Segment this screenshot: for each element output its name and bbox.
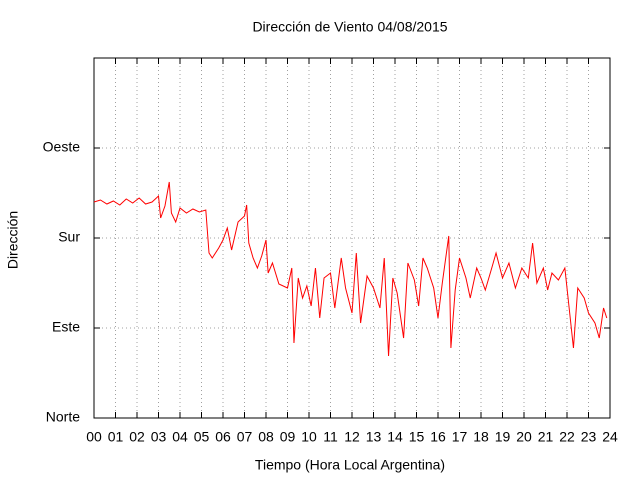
y-tick-label: Norte [46, 409, 80, 425]
x-tick-label: 21 [538, 429, 554, 445]
x-tick-label: 04 [172, 429, 188, 445]
x-tick-label: 09 [280, 429, 296, 445]
x-tick-label: 03 [151, 429, 167, 445]
x-tick-label: 13 [366, 429, 382, 445]
x-axis-label: Tiempo (Hora Local Argentina) [255, 457, 445, 473]
x-tick-label: 17 [452, 429, 468, 445]
x-tick-label: 06 [215, 429, 231, 445]
y-axis-label: Dirección [5, 211, 21, 269]
chart-title: Dirección de Viento 04/08/2015 [252, 19, 447, 35]
x-tick-label: 12 [344, 429, 360, 445]
x-tick-label: 11 [323, 429, 338, 445]
x-tick-label: 05 [194, 429, 210, 445]
x-tick-label: 02 [129, 429, 145, 445]
x-tick-label: 24 [602, 429, 618, 445]
x-tick-label: 15 [409, 429, 425, 445]
x-tick-label: 01 [108, 429, 124, 445]
x-tick-label: 18 [473, 429, 489, 445]
y-tick-label: Sur [58, 229, 80, 245]
x-tick-label: 22 [559, 429, 575, 445]
x-tick-label: 07 [237, 429, 253, 445]
y-tick-label: Oeste [43, 139, 81, 155]
x-tick-label: 08 [258, 429, 274, 445]
x-tick-label: 10 [301, 429, 317, 445]
x-tick-label: 00 [86, 429, 102, 445]
data-line [93, 181, 608, 357]
x-tick-label: 14 [387, 429, 403, 445]
x-tick-label: 16 [430, 429, 446, 445]
x-tick-label: 23 [581, 429, 597, 445]
plot-frame [93, 57, 611, 419]
y-tick-label: Este [52, 319, 80, 335]
x-tick-label: 19 [495, 429, 511, 445]
x-tick-label: 20 [516, 429, 532, 445]
